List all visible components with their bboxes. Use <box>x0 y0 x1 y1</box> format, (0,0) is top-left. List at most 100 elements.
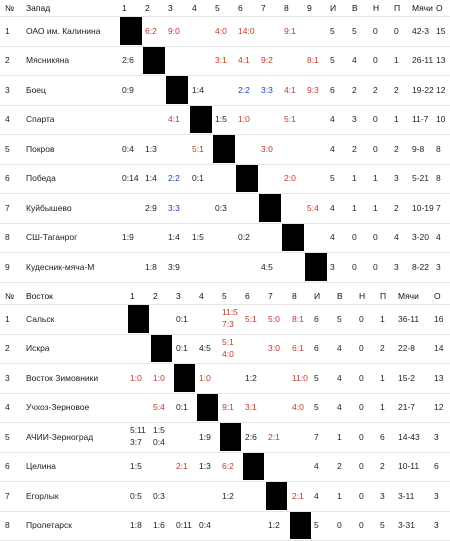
team-name: АЧИИ-Зерноград <box>26 431 94 442</box>
stat-value: 0 <box>373 55 378 66</box>
match-score: 6:2 <box>145 25 157 36</box>
match-score: 6:1 <box>292 343 304 354</box>
match-score: 6:2 <box>222 461 234 472</box>
stat-value: 15-2 <box>398 372 416 383</box>
row-number: 6 <box>5 173 10 184</box>
match-score: 0:3 <box>153 490 165 501</box>
stat-value: 13 <box>436 55 446 66</box>
header-stat-1: И <box>314 291 321 301</box>
stat-value: 1 <box>352 202 357 213</box>
match-score: 1:2 <box>268 520 280 531</box>
team-name: Пролетарск <box>26 520 73 531</box>
stat-value: 16 <box>434 313 444 324</box>
stat-value: 5 <box>337 313 342 324</box>
match-score: 4:5 <box>261 261 273 272</box>
team-name: Кудесник-мяча-М <box>26 261 95 272</box>
stat-value: 4 <box>330 114 335 125</box>
stat-value: 12 <box>434 402 444 413</box>
team-name: Восток Зимовники <box>26 372 99 383</box>
match-score: 1:3 <box>145 143 157 154</box>
stat-value: 0 <box>352 261 357 272</box>
stat-value: 15 <box>436 25 446 36</box>
team-name: Покров <box>26 143 55 154</box>
header-stat-2: В <box>352 3 358 13</box>
stat-value: 3-11 <box>398 490 415 501</box>
stat-value: 5-21 <box>412 173 430 184</box>
row-divider <box>0 392 450 394</box>
match-score: 11:0 <box>292 372 308 383</box>
match-score: 4:1 <box>284 84 296 95</box>
stat-value: 3 <box>436 261 441 272</box>
match-score: 2:1 <box>268 431 280 442</box>
self-match-block <box>128 305 149 333</box>
row-divider <box>0 75 450 76</box>
match-score: 3:0 <box>261 143 273 154</box>
stat-value: 1 <box>352 173 357 184</box>
header-col-4: 4 <box>199 291 204 301</box>
header-col-1: 1 <box>122 3 127 13</box>
stat-value: 5 <box>314 402 319 413</box>
stat-value: 4 <box>337 343 342 354</box>
self-match-block <box>151 334 172 362</box>
match-score: 3:1 <box>215 55 227 66</box>
row-divider <box>0 481 450 482</box>
stat-value: 5 <box>330 55 335 66</box>
header-team: Восток <box>26 291 53 301</box>
stat-value: 6 <box>314 313 319 324</box>
self-match-block <box>197 393 218 421</box>
match-score: 0:2 <box>238 232 250 243</box>
stat-value: 8-22 <box>412 261 430 272</box>
stat-value: 10-11 <box>398 461 420 472</box>
header-col-6: 6 <box>238 3 243 13</box>
stat-value: 4 <box>394 232 399 243</box>
self-match-block <box>166 76 188 104</box>
match-score: 1:9 <box>122 232 134 243</box>
self-match-block <box>120 17 142 45</box>
match-score: 4:1 <box>238 55 250 66</box>
stat-value: 3-31 <box>398 520 416 531</box>
stat-value: 0 <box>359 490 364 501</box>
stat-value: 0 <box>359 461 364 472</box>
match-score: 1:5 <box>153 425 165 435</box>
row-divider <box>0 163 450 165</box>
stat-value: 2 <box>394 202 399 213</box>
row-divider <box>0 510 450 512</box>
row-divider <box>0 193 450 194</box>
self-match-block <box>143 46 165 74</box>
stat-value: 1 <box>380 313 385 324</box>
row-number: 7 <box>5 490 10 501</box>
self-match-block <box>220 423 241 451</box>
self-match-block <box>243 452 264 480</box>
match-score: 1:0 <box>199 372 211 383</box>
stat-value: 4 <box>314 490 319 501</box>
stat-value: 0 <box>337 520 342 531</box>
stat-value: 0 <box>373 232 378 243</box>
match-score: 1:0 <box>238 114 250 125</box>
match-score: 2:0 <box>284 173 296 184</box>
match-score: 0:1 <box>176 313 188 324</box>
stat-value: 7 <box>436 202 441 213</box>
match-score: 8:1 <box>307 55 319 66</box>
row-divider <box>0 304 450 305</box>
header-col-5: 5 <box>215 3 220 13</box>
match-score: 14:0 <box>238 25 255 36</box>
header-stat-5: Мячи <box>398 291 419 301</box>
match-score: 1:2 <box>245 372 257 383</box>
match-score: 2:9 <box>145 202 157 213</box>
self-match-block <box>290 511 311 539</box>
stat-value: 0 <box>373 25 378 36</box>
match-score: 0:1 <box>176 402 188 413</box>
row-number: 5 <box>5 431 10 442</box>
header-stat-2: В <box>337 291 343 301</box>
stat-value: 1 <box>337 490 342 501</box>
match-score: 1:8 <box>145 261 157 272</box>
team-name: Спарта <box>26 114 55 125</box>
match-score: 9:3 <box>307 84 319 95</box>
match-score: 0:1 <box>192 173 204 184</box>
match-score: 0:11 <box>176 520 192 531</box>
match-score: 0:3 <box>215 202 227 213</box>
stat-value: 2 <box>394 143 399 154</box>
header-col-8: 8 <box>284 3 289 13</box>
stat-value: 0 <box>359 343 364 354</box>
team-name: Мясникяна <box>26 55 70 66</box>
